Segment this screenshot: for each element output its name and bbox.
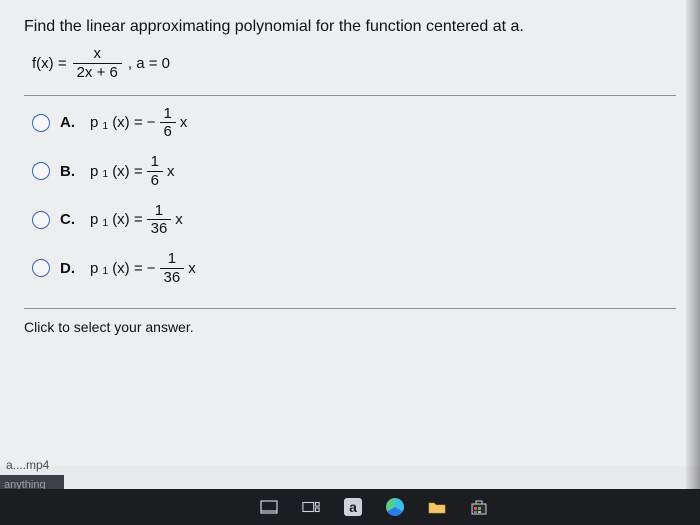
desktop-file-label: a....mp4 xyxy=(0,455,55,475)
answer-choices: A. p1(x) = − 1 6 x B. p1(x) = xyxy=(32,106,676,286)
question-area: Find the linear approximating polynomial… xyxy=(0,0,700,466)
function-numerator: x xyxy=(89,46,105,62)
function-fraction: x 2x + 6 xyxy=(73,46,122,81)
task-view-icon[interactable] xyxy=(302,498,320,516)
store-icon[interactable] xyxy=(470,499,488,515)
radio-d[interactable] xyxy=(32,259,50,277)
divider-top xyxy=(24,95,676,96)
click-to-select: Click to select your answer. xyxy=(24,308,676,335)
choice-b-math: p1(x) = 1 6 x xyxy=(90,154,174,189)
minimize-all-icon[interactable] xyxy=(260,498,278,516)
screen: Find the linear approximating polynomial… xyxy=(0,0,700,525)
choice-b-letter: B. xyxy=(60,163,80,180)
choice-d[interactable]: D. p1(x) = − 1 36 x xyxy=(32,251,676,286)
choice-d-letter: D. xyxy=(60,260,80,277)
taskbar: a xyxy=(0,489,700,525)
function-tail: , a = 0 xyxy=(128,55,170,72)
radio-a[interactable] xyxy=(32,114,50,132)
choice-c-math: p1(x) = 1 36 x xyxy=(90,203,183,238)
choice-a[interactable]: A. p1(x) = − 1 6 x xyxy=(32,106,676,141)
choice-a-letter: A. xyxy=(60,114,80,131)
question-prompt: Find the linear approximating polynomial… xyxy=(24,18,676,36)
function-denominator: 2x + 6 xyxy=(73,65,122,81)
edge-browser-icon[interactable] xyxy=(386,498,404,516)
function-lhs: f(x) = xyxy=(32,55,67,72)
choice-b[interactable]: B. p1(x) = 1 6 x xyxy=(32,154,676,189)
choice-c[interactable]: C. p1(x) = 1 36 x xyxy=(32,203,676,238)
radio-c[interactable] xyxy=(32,211,50,229)
file-explorer-icon[interactable] xyxy=(428,498,446,516)
choice-c-letter: C. xyxy=(60,211,80,228)
choice-a-math: p1(x) = − 1 6 x xyxy=(90,106,187,141)
choice-d-math: p1(x) = − 1 36 x xyxy=(90,251,196,286)
radio-b[interactable] xyxy=(32,162,50,180)
function-definition: f(x) = x 2x + 6 , a = 0 xyxy=(32,46,676,81)
amazon-icon[interactable]: a xyxy=(344,498,362,516)
